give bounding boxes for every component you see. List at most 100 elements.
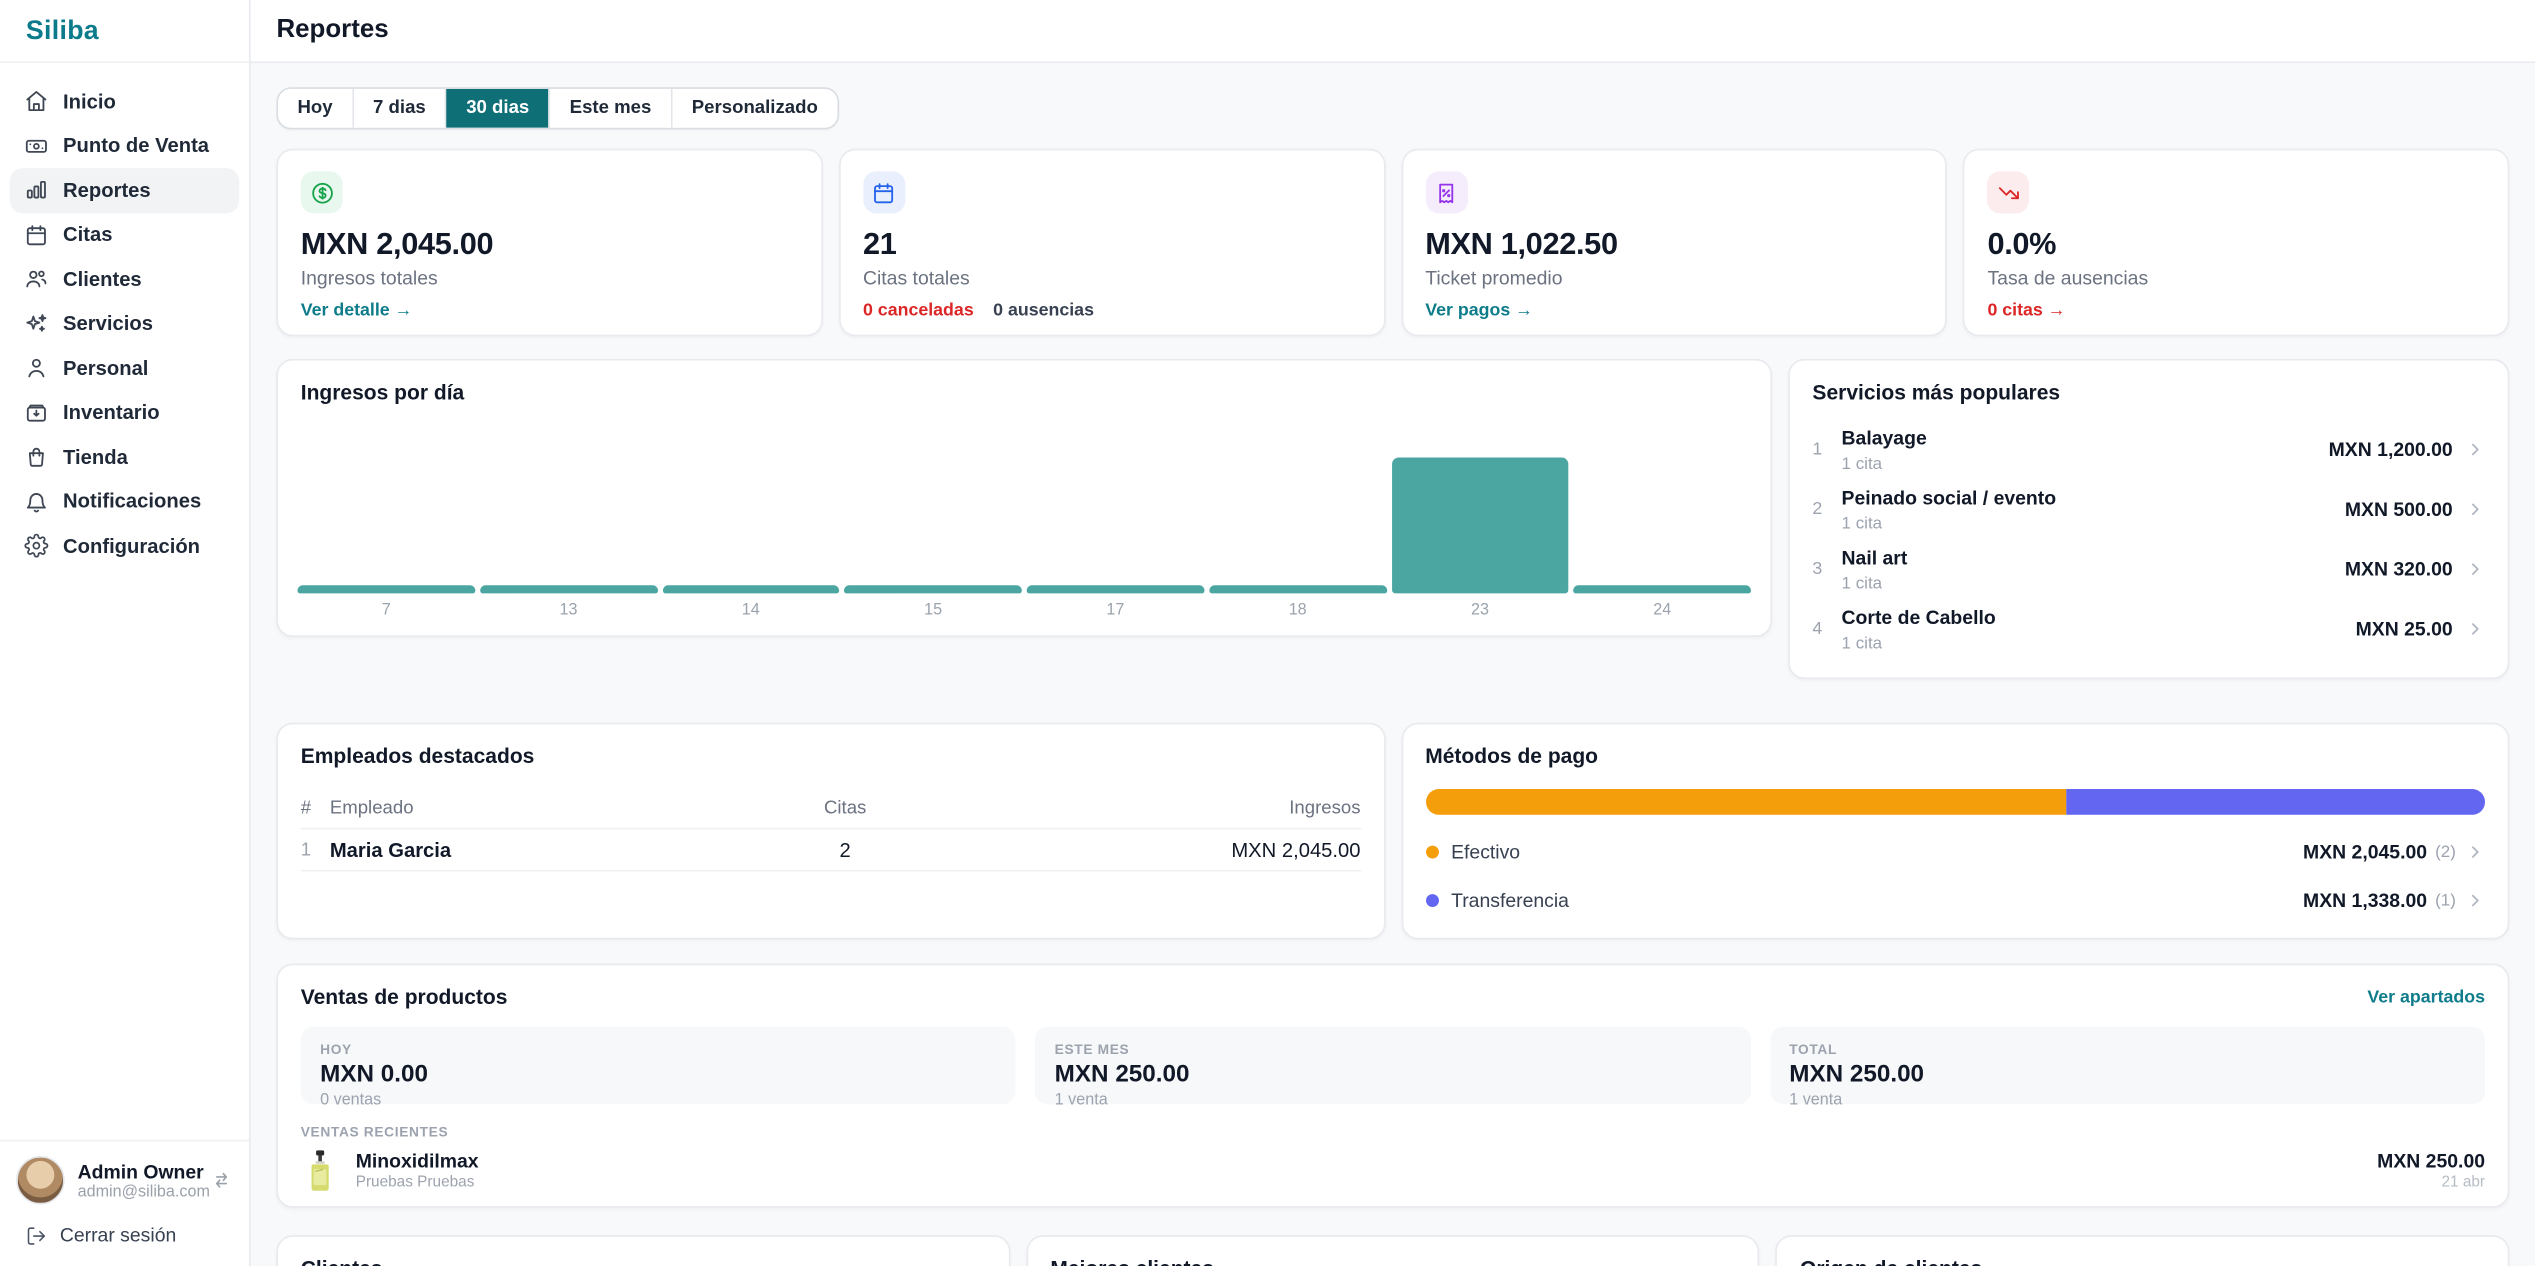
dollar-circle-icon [300, 171, 343, 214]
row-employees-payments: Empleados destacados # Empleado Citas In… [276, 722, 2510, 940]
stat-value: MXN 250.00 [1054, 1060, 1190, 1089]
transferencia-dot [1425, 894, 1439, 908]
calendar-icon [862, 171, 906, 214]
payment-distribution-bar [1425, 788, 2485, 815]
service-rank: 2 [1812, 498, 1823, 519]
chevron-right-icon [2466, 439, 2485, 458]
chevron-right-icon [2466, 842, 2485, 861]
chevron-right-icon [2466, 891, 2485, 910]
sidebar-item-label: Punto de Venta [63, 134, 210, 158]
ventas-header: Ventas de productos Ver apartados [301, 985, 2485, 1009]
cero-citas-link[interactable]: 0 citas → [1987, 300, 2066, 321]
chevron-right-icon [2466, 618, 2485, 637]
service-meta: 1 cita [1841, 514, 1883, 534]
ver-pagos-link[interactable]: Ver pagos → [1425, 300, 1533, 321]
sidebar-item-personal[interactable]: Personal [10, 346, 240, 390]
chart-x-label: 18 [1288, 601, 1307, 620]
payment-row-transferencia[interactable]: Transferencia MXN 1,338.00 (1) [1425, 889, 2485, 912]
sidebar: Siliba Inicio Punto de Venta Reportes Ci… [0, 0, 251, 1266]
avatar [16, 1156, 65, 1205]
user-profile: Admin Owner admin@siliba.com [0, 1140, 249, 1211]
filter-30-dias[interactable]: 30 dias [446, 88, 551, 128]
kpi-row: MXN 2,045.00 Ingresos totales Ver detall… [276, 148, 2510, 337]
payment-amount: MXN 2,045.00 [2303, 840, 2428, 864]
origen-de-clientes-panel: Origen de clientes Marketplace 21 (100%) [1775, 1235, 2510, 1266]
sidebar-item-tienda[interactable]: Tienda [10, 435, 240, 479]
service-row-corte[interactable]: 4 Corte de Cabello 1 cita MXN 25.00 [1812, 601, 2485, 654]
sidebar-item-configuracion[interactable]: Configuración [10, 524, 240, 568]
filter-este-mes[interactable]: Este mes [550, 88, 673, 128]
sidebar-item-label: Clientes [63, 267, 142, 291]
filter-hoy[interactable]: Hoy [278, 88, 354, 128]
sidebar-item-servicios[interactable]: Servicios [10, 302, 240, 346]
service-rank: 1 [1812, 438, 1823, 459]
mejores-clientes-panel: Mejores clientes [1026, 1235, 1760, 1266]
col-rank: # [300, 797, 312, 818]
ventas-recientes-label: VENTAS RECIENTES [300, 1123, 449, 1140]
user-email: admin@siliba.com [77, 1182, 210, 1201]
bell-icon [24, 489, 48, 513]
recent-sale-row: Minoxidilmax Pruebas Pruebas MXN 250.00 … [301, 1150, 2485, 1192]
chart-x-label: 13 [559, 601, 578, 620]
sidebar-item-reportes[interactable]: Reportes [9, 168, 240, 213]
service-row-nail-art[interactable]: 3 Nail art 1 cita MXN 320.00 [1812, 542, 2485, 595]
ausencias-stat: 0 ausencias [993, 300, 1094, 321]
chart-x-label: 17 [1106, 601, 1125, 620]
sidebar-item-citas[interactable]: Citas [10, 213, 240, 257]
sale-amount-block: MXN 250.00 21 abr [2377, 1150, 2485, 1192]
gear-icon [24, 534, 49, 559]
sidebar-item-clientes[interactable]: Clientes [10, 257, 240, 301]
col-ingresos: Ingresos [1289, 797, 1361, 818]
payment-amount: MXN 1,338.00 [2303, 889, 2428, 912]
chart-bar-group: 15 [844, 458, 1022, 620]
chart-bar [297, 585, 475, 594]
user-icon [24, 356, 48, 380]
stat-sub: 1 venta [1789, 1091, 1843, 1110]
payment-count: (2) [2435, 842, 2456, 862]
filter-personalizado[interactable]: Personalizado [672, 88, 838, 128]
service-meta: 1 cita [1841, 454, 1883, 474]
cash-register-icon [24, 134, 48, 158]
chart-bar [479, 585, 658, 594]
kpi-label: Ingresos totales [300, 266, 438, 290]
chart-x-label: 14 [741, 601, 760, 620]
service-row-peinado[interactable]: 2 Peinado social / evento 1 cita MXN 500.… [1812, 482, 2485, 535]
servicios-populares-panel: Servicios más populares 1 Balayage 1 cita… [1788, 358, 2510, 680]
service-rank: 4 [1812, 618, 1823, 638]
sidebar-item-notificaciones[interactable]: Notificaciones [10, 479, 240, 523]
ver-detalle-link[interactable]: Ver detalle → [300, 300, 413, 321]
chart-bar-group: 7 [297, 458, 475, 620]
kpi-value: MXN 2,045.00 [300, 227, 494, 262]
payment-row-efectivo[interactable]: Efectivo MXN 2,045.00 (2) [1425, 840, 2485, 864]
stat-este-mes: ESTE MES MXN 250.00 1 venta [1035, 1026, 1751, 1109]
stat-value: MXN 250.00 [1789, 1060, 1925, 1089]
chart-x-label: 7 [381, 601, 391, 620]
chart-bar-group: 23 [1391, 457, 1569, 620]
sale-date: 21 abr [2441, 1173, 2486, 1192]
service-row-balayage[interactable]: 1 Balayage 1 cita MXN 1,200.00 [1812, 422, 2485, 475]
kpi-card-citas: 21 Citas totales 0 canceladas 0 ausencia… [838, 148, 1385, 337]
filter-7-dias[interactable]: 7 dias [353, 88, 447, 128]
ver-apartados-link[interactable]: Ver apartados [2367, 987, 2486, 1007]
sidebar-item-inicio[interactable]: Inicio [10, 79, 240, 123]
user-meta: Admin Owner admin@siliba.com [77, 1160, 210, 1201]
chart-x-label: 23 [1470, 601, 1489, 620]
logout-button[interactable]: Cerrar sesión [0, 1211, 249, 1266]
sidebar-item-label: Citas [63, 223, 113, 247]
stat-label: TOTAL [1789, 1041, 1838, 1058]
users-icon [24, 267, 48, 291]
chart-bar [1026, 585, 1205, 594]
chart-x-label: 15 [924, 601, 943, 620]
panel-title: Origen de clientes [1800, 1256, 2485, 1266]
sidebar-item-label: Inventario [63, 401, 160, 425]
stat-value: MXN 0.00 [320, 1060, 428, 1089]
chart-bar [1391, 457, 1569, 594]
switch-account-icon[interactable] [210, 1169, 233, 1192]
content: Hoy 7 dias 30 dias Este mes Personalizad… [251, 63, 2535, 1266]
sidebar-item-punto-de-venta[interactable]: Punto de Venta [10, 124, 240, 168]
efectivo-dot [1425, 845, 1439, 859]
sidebar-item-inventario[interactable]: Inventario [10, 390, 240, 434]
logout-label: Cerrar sesión [59, 1224, 177, 1247]
kpi-card-ausencias: 0.0% Tasa de ausencias 0 citas → [1963, 148, 2510, 337]
stat-sub: 1 venta [1054, 1091, 1108, 1110]
